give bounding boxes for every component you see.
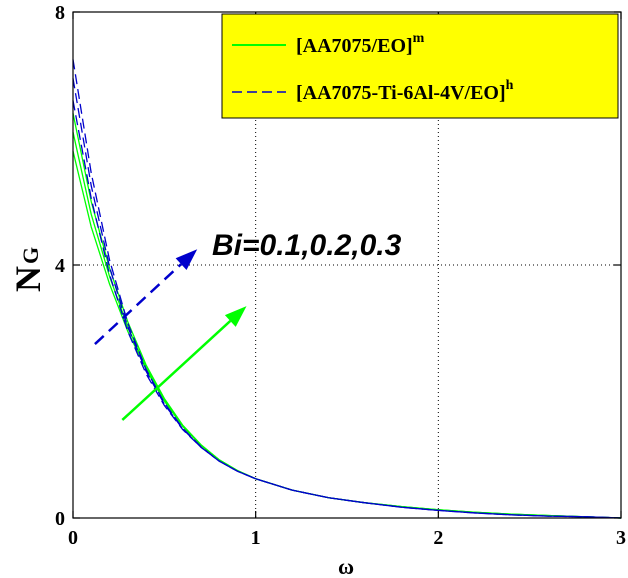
legend-label-mono: [AA7075/EO]m: [296, 31, 425, 57]
y-tick-label-2: 8: [55, 2, 65, 24]
y-tick-label-1: 4: [55, 255, 65, 277]
ticks: 0 1 2 3 0 4 8: [55, 2, 626, 549]
y-axis-label-main: N: [8, 266, 48, 292]
legend-label-mono-name: [AA7075/EO]: [296, 35, 413, 57]
series-lines: [72, 59, 622, 519]
arrow-mono-shaft: [121, 320, 232, 421]
series-hybrid-curve-1: [72, 100, 622, 519]
series-hybrid-curve-3: [72, 59, 622, 519]
x-tick-label-1: 1: [251, 527, 261, 549]
x-tick-label-3: 3: [616, 527, 626, 549]
arrow-hybrid-head: [175, 249, 198, 271]
y-axis-label-sub: G: [18, 247, 43, 264]
legend: [AA7075/EO]m [AA7075-Ti-6Al-4V/EO]h: [221, 13, 619, 119]
legend-label-hybrid-sup: h: [506, 78, 514, 93]
x-axis-label: ω: [338, 554, 354, 578]
legend-label-hybrid: [AA7075-Ti-6Al-4V/EO]h: [296, 78, 514, 104]
x-tick-label-2: 2: [433, 527, 443, 549]
x-tick-label-0: 0: [68, 527, 78, 549]
y-tick-label-0: 0: [55, 508, 65, 530]
legend-label-hybrid-name: [AA7075-Ti-6Al-4V/EO]: [296, 82, 506, 104]
legend-label-mono-sup: m: [413, 31, 425, 46]
arrow-hybrid-shaft: [94, 263, 182, 345]
y-axis-label: NG: [8, 247, 48, 292]
annotation-arrows: [94, 249, 247, 421]
bi-annotation: Bi=0.1,0.2,0.3: [212, 229, 402, 262]
legend-box: [221, 13, 619, 119]
arrow-mono-head: [224, 306, 247, 327]
